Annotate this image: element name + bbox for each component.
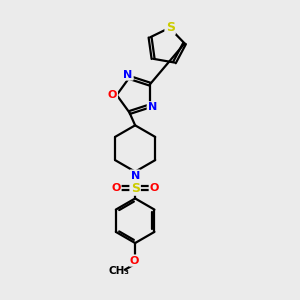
Text: S: S: [130, 182, 140, 194]
Text: N: N: [123, 70, 133, 80]
Text: N: N: [130, 171, 140, 181]
Text: N: N: [148, 102, 157, 112]
Text: O: O: [150, 183, 159, 193]
Text: O: O: [111, 183, 121, 193]
Text: CH₃: CH₃: [108, 266, 129, 276]
Text: S: S: [166, 21, 175, 34]
Text: O: O: [108, 90, 117, 100]
Text: O: O: [130, 256, 139, 266]
